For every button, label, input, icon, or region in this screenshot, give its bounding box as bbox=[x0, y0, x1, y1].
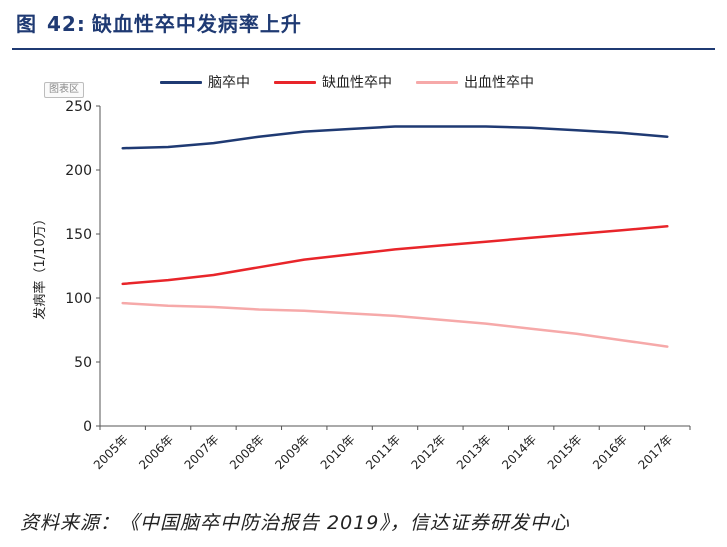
x-tick-label: 2016年 bbox=[590, 432, 630, 472]
x-tick-label: 2006年 bbox=[136, 432, 176, 472]
x-tick-label: 2011年 bbox=[363, 432, 403, 472]
figure-number: 42: bbox=[47, 12, 86, 36]
y-axis-title: 发病率（1/10万） bbox=[32, 212, 48, 319]
x-tick-label: 2012年 bbox=[409, 432, 449, 472]
figure-title: 图 42: 缺血性卒中发病率上升 bbox=[16, 8, 302, 37]
x-tick-label: 2008年 bbox=[227, 432, 267, 472]
x-tick-label: 2017年 bbox=[635, 432, 675, 472]
series-line-1 bbox=[121, 225, 669, 286]
y-tick-label: 250 bbox=[65, 99, 92, 115]
chart-area-badge: 图表区 bbox=[44, 82, 84, 98]
title-divider bbox=[12, 48, 715, 50]
x-tick-label: 2010年 bbox=[318, 432, 358, 472]
x-tick-label: 2013年 bbox=[454, 432, 494, 472]
y-tick-label: 50 bbox=[74, 355, 92, 371]
legend-swatch-ischemic bbox=[274, 80, 316, 84]
x-tick-label: 2007年 bbox=[182, 432, 222, 472]
y-tick-label: 200 bbox=[65, 163, 92, 179]
series-line-0 bbox=[121, 125, 669, 150]
legend-item-stroke: 脑卒中 bbox=[160, 72, 250, 92]
source-note: 资料来源：《中国脑卒中防治报告 2019》，信达证券研发中心 bbox=[20, 512, 570, 534]
y-tick-label: 150 bbox=[65, 227, 92, 243]
x-tick-label: 2005年 bbox=[91, 432, 131, 472]
legend-label-ischemic: 缺血性卒中 bbox=[322, 75, 392, 91]
figure-title-text: 缺血性卒中发病率上升 bbox=[91, 12, 302, 36]
y-tick-label: 100 bbox=[65, 291, 92, 307]
y-tick-label: 0 bbox=[83, 419, 92, 435]
series-line-2 bbox=[121, 301, 669, 348]
legend-label-stroke: 脑卒中 bbox=[208, 75, 250, 91]
legend-item-hemorrhagic: 出血性卒中 bbox=[416, 72, 534, 92]
chart-legend: 脑卒中 缺血性卒中 出血性卒中 bbox=[160, 72, 558, 92]
figure-label: 图 bbox=[16, 12, 37, 36]
x-tick-label: 2015年 bbox=[545, 432, 585, 472]
x-tick-label: 2014年 bbox=[499, 432, 539, 472]
x-tick-label: 2009年 bbox=[272, 432, 312, 472]
legend-item-ischemic: 缺血性卒中 bbox=[274, 72, 392, 92]
legend-swatch-hemorrhagic bbox=[416, 80, 458, 84]
legend-swatch-stroke bbox=[160, 80, 202, 84]
line-chart: 0 50 100 150 200 250 2005年 2006年 2007年 2008年 2009年… bbox=[32, 99, 691, 472]
legend-label-hemorrhagic: 出血性卒中 bbox=[464, 75, 534, 91]
